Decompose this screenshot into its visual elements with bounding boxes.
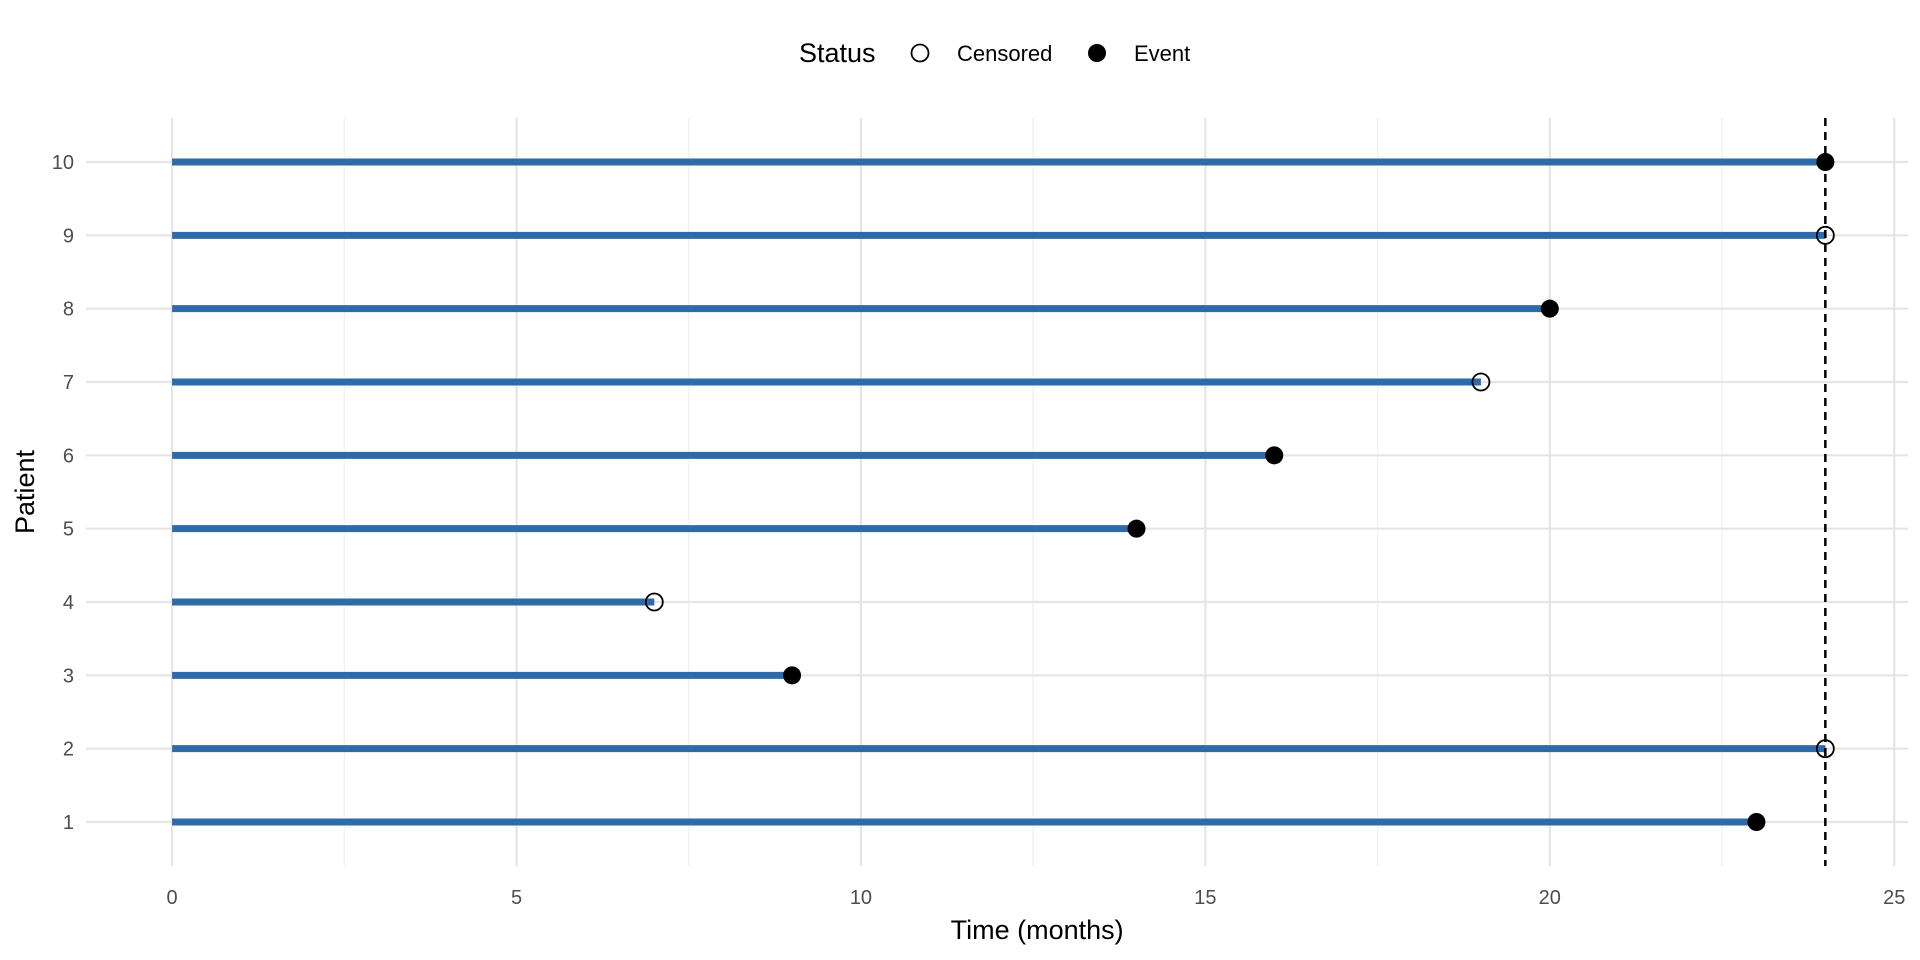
legend-title: Status — [799, 38, 876, 68]
y-tick-label: 6 — [63, 445, 74, 467]
x-axis-title: Time (months) — [951, 915, 1124, 945]
y-tick-label: 7 — [63, 372, 74, 394]
patient-bars — [172, 158, 1826, 826]
censored-marker-patient-7 — [1471, 372, 1491, 392]
y-tick-label: 1 — [63, 812, 74, 834]
x-tick-label: 20 — [1539, 887, 1561, 909]
y-tick-label: 9 — [63, 225, 74, 247]
y-tick-label: 10 — [52, 152, 74, 174]
grid-lines — [86, 118, 1908, 866]
event-marker-patient-6 — [1265, 446, 1284, 465]
event-marker-patient-3 — [783, 666, 802, 685]
x-tick-label: 0 — [167, 887, 178, 909]
x-tick-label: 5 — [511, 887, 522, 909]
legend: Status Censored Event — [799, 38, 1190, 68]
legend-label-censored: Censored — [957, 41, 1052, 66]
y-tick-label: 3 — [63, 665, 74, 687]
y-tick-label: 2 — [63, 739, 74, 761]
x-tick-label: 10 — [850, 887, 872, 909]
event-marker-patient-1 — [1747, 813, 1766, 831]
censored-marker-patient-2 — [1815, 739, 1835, 759]
legend-label-event: Event — [1134, 41, 1190, 66]
event-marker-patient-5 — [1127, 519, 1146, 538]
legend-censored-icon — [910, 43, 930, 63]
censored-marker-patient-4 — [644, 592, 664, 612]
y-tick-label: 8 — [63, 299, 74, 321]
x-tick-label: 25 — [1883, 887, 1905, 909]
axes: 0 5 10 15 20 25 1 2 3 4 5 6 7 8 9 10 Time (months) Patien… — [10, 152, 1905, 945]
y-tick-label: 5 — [63, 519, 74, 541]
event-marker-patient-10 — [1816, 153, 1835, 171]
censored-marker-patient-9 — [1815, 225, 1835, 245]
legend-event-icon — [1088, 44, 1106, 62]
y-tick-label: 4 — [63, 592, 74, 614]
y-axis-title: Patient — [10, 449, 40, 534]
x-tick-label: 15 — [1194, 887, 1216, 909]
event-marker-patient-8 — [1540, 299, 1559, 318]
status-markers — [644, 153, 1835, 831]
